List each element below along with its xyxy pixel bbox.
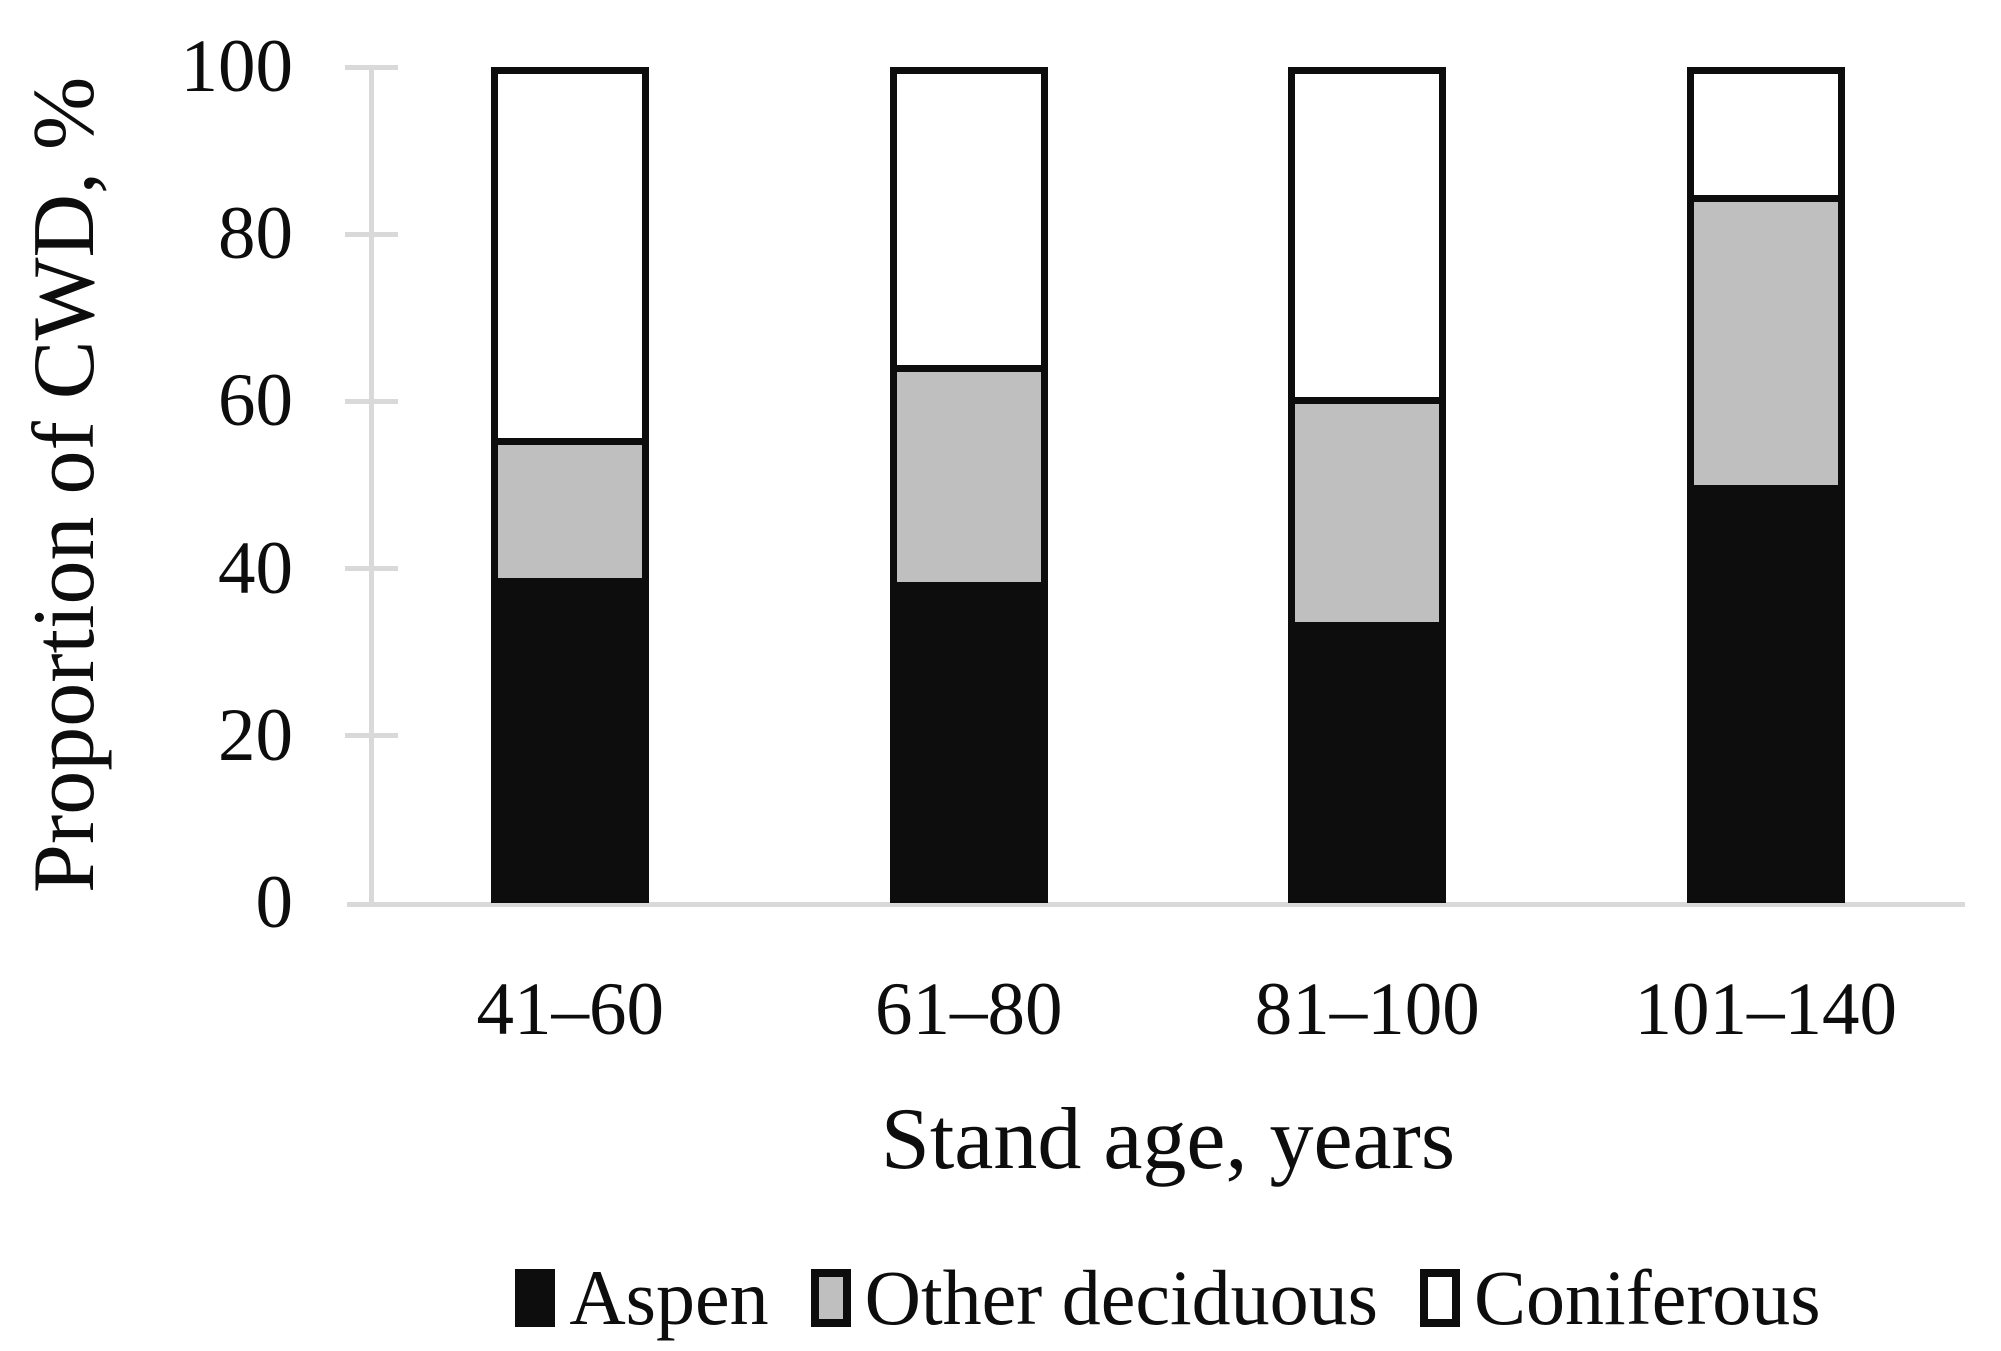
legend-swatch-icon — [1420, 1269, 1461, 1327]
legend-item-coniferous: Coniferous — [1420, 1259, 1821, 1337]
y-tick-label: 20 — [218, 693, 293, 777]
y-tick-mark — [345, 231, 398, 237]
bar-segment-coniferous — [1693, 74, 1838, 196]
legend-label: Aspen — [569, 1254, 769, 1341]
plot-area — [345, 64, 1965, 907]
legend-swatch-icon — [515, 1269, 556, 1327]
legend-label: Other deciduous — [864, 1254, 1379, 1341]
bar-segment-aspen — [1295, 622, 1440, 896]
y-tick-label: 40 — [218, 526, 293, 610]
legend: Aspen Other deciduous Coniferous — [371, 1254, 1965, 1341]
bar-segment-coniferous — [1295, 74, 1440, 398]
bar-41–60 — [491, 67, 650, 903]
bar-segment-other-deciduous — [1295, 397, 1440, 623]
y-tick-label: 80 — [218, 192, 293, 276]
bar-segment-other-deciduous — [896, 364, 1041, 582]
x-category-label: 61–80 — [875, 968, 1063, 1051]
y-tick-label: 100 — [180, 25, 294, 108]
bar-81–100 — [1288, 67, 1447, 903]
legend-swatch-icon — [810, 1269, 851, 1327]
bar-segment-aspen — [1693, 485, 1838, 896]
bar-segment-aspen — [498, 577, 643, 896]
y-tick-mark — [345, 398, 398, 404]
y-axis-title: Proportion of CWD, % — [16, 76, 113, 894]
y-tick-label: 60 — [218, 359, 293, 443]
bar-segment-other-deciduous — [498, 437, 643, 578]
bar-101–140 — [1686, 67, 1845, 903]
y-tick-mark — [345, 64, 398, 70]
x-category-labels: 41–60 61–80 81–100 101–140 — [371, 972, 1965, 1048]
x-category-label: 81–100 — [1254, 968, 1480, 1051]
x-axis-title: Stand age, years — [880, 1091, 1456, 1188]
legend-label: Coniferous — [1474, 1254, 1821, 1341]
bar-segment-other-deciduous — [1693, 195, 1838, 485]
y-tick-mark — [345, 733, 398, 739]
x-axis-line — [347, 902, 1965, 907]
bar-segment-coniferous — [498, 74, 643, 438]
y-tick-mark — [345, 566, 398, 572]
legend-item-aspen: Aspen — [515, 1254, 769, 1341]
x-category-label: 101–140 — [1634, 968, 1898, 1051]
bar-segment-aspen — [896, 581, 1041, 896]
y-axis-line — [369, 67, 374, 903]
bar-61–80 — [889, 67, 1048, 903]
bar-segment-coniferous — [896, 74, 1041, 365]
x-category-label: 41–60 — [476, 968, 665, 1051]
y-tick-label: 0 — [255, 861, 294, 944]
legend-item-other-deciduous: Other deciduous — [810, 1254, 1379, 1341]
